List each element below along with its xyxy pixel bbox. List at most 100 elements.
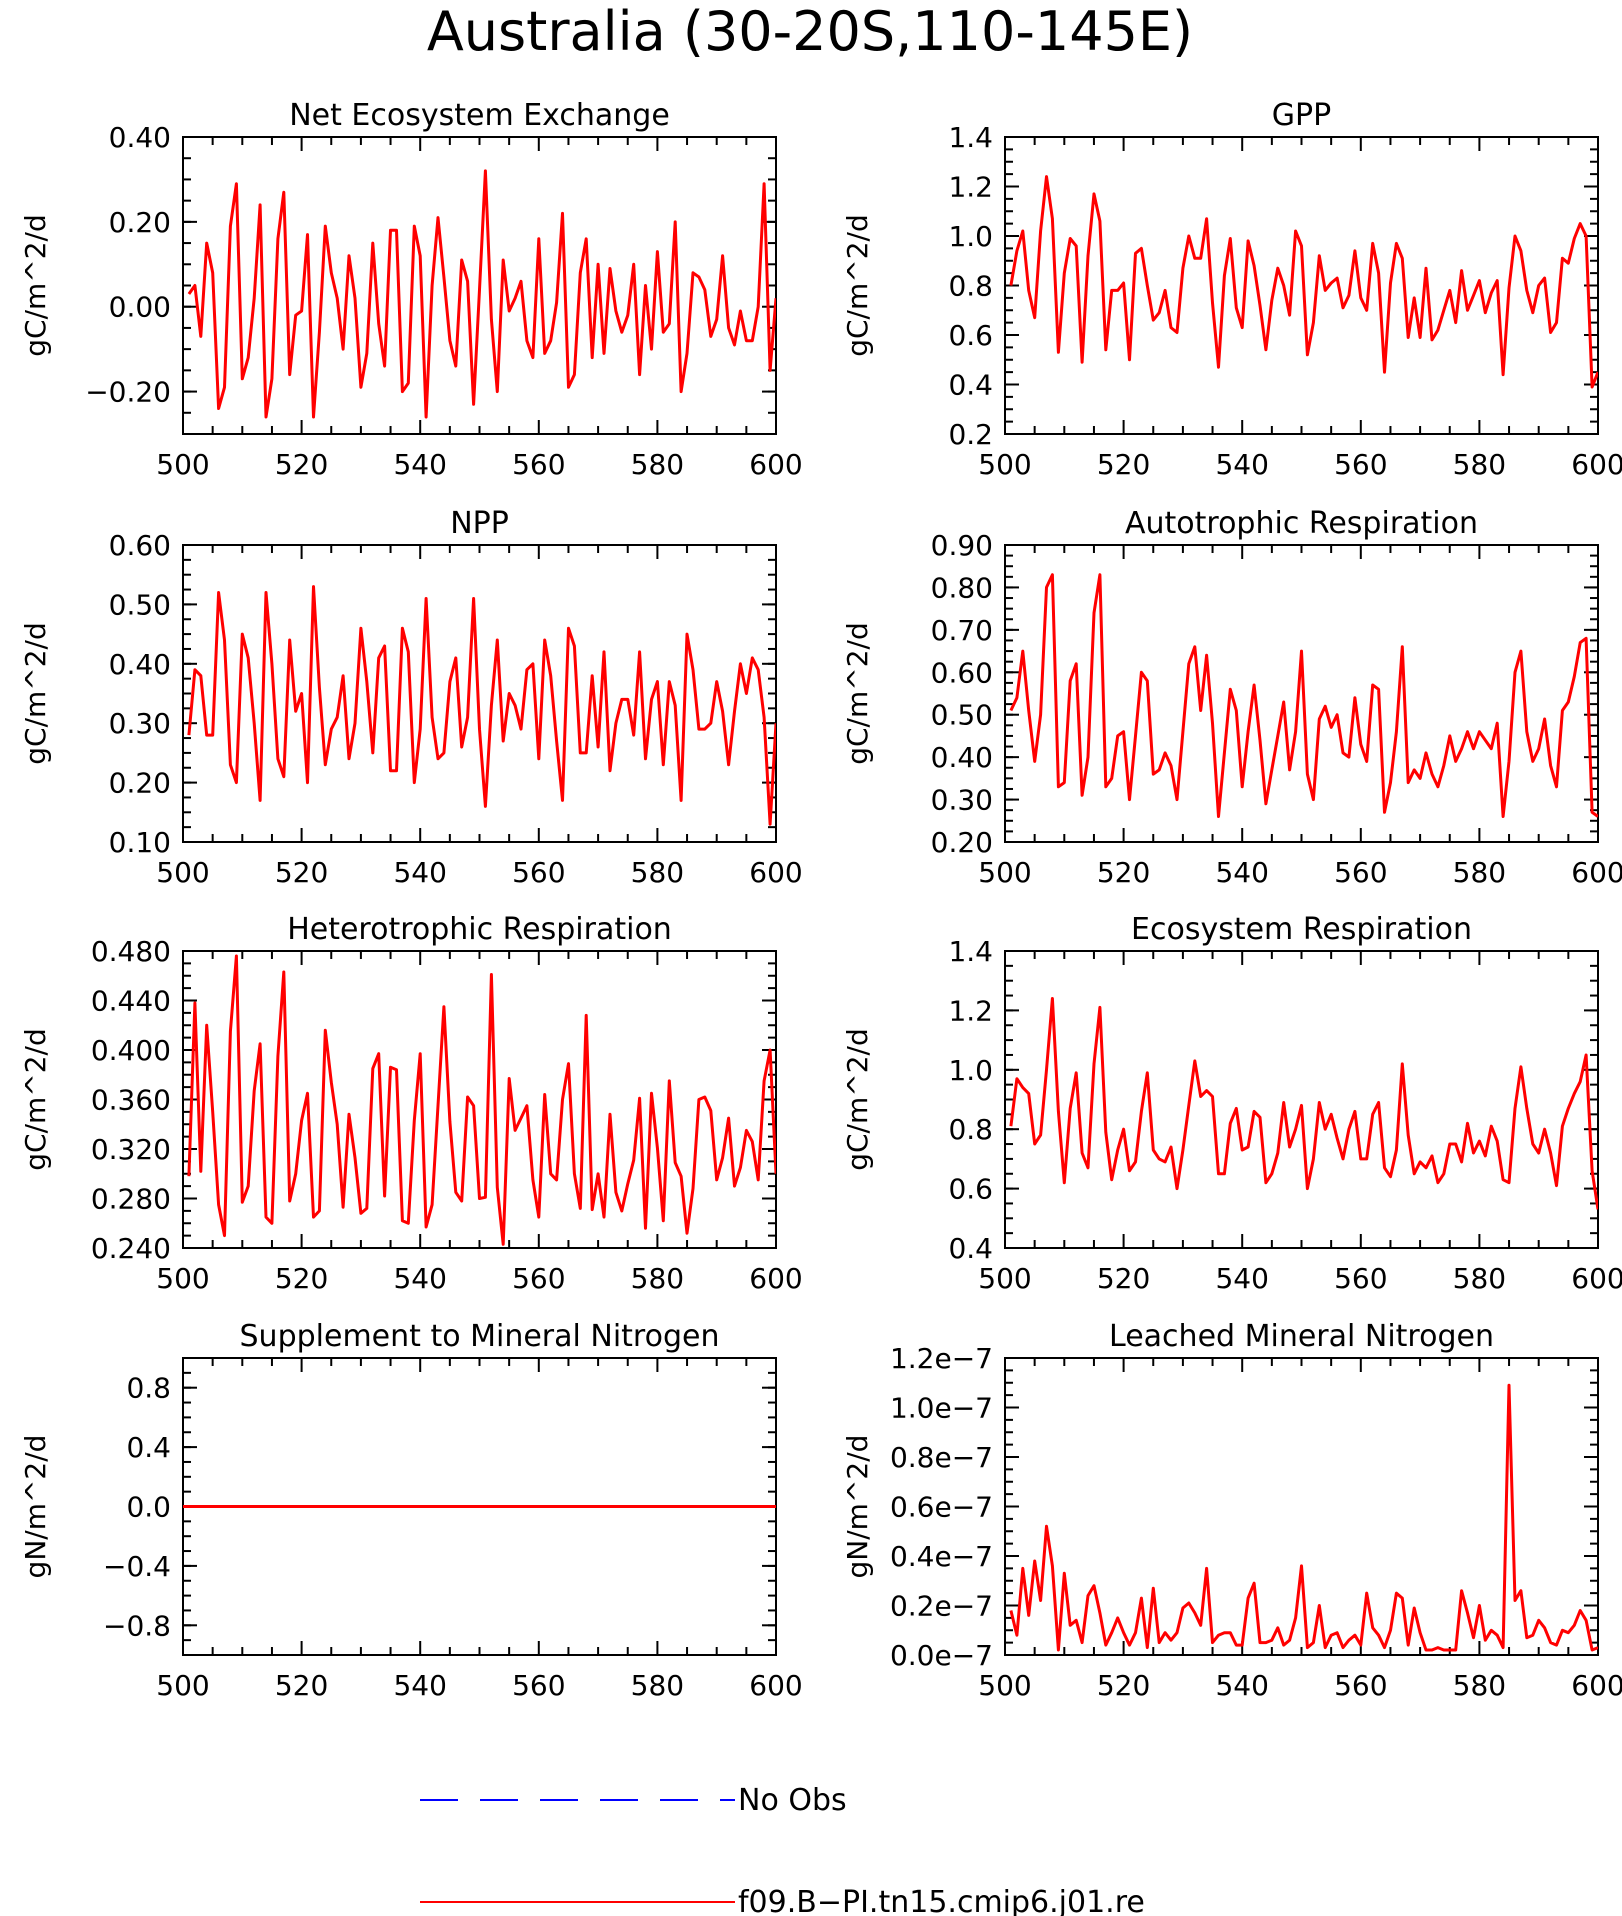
panel-title: Autotrophic Respiration — [1125, 506, 1478, 541]
x-tick-label: 520 — [1097, 448, 1150, 481]
x-tick-label: 540 — [393, 1669, 446, 1702]
x-tick-label: 520 — [275, 448, 328, 481]
y-tick-label: −0.4 — [103, 1550, 171, 1583]
series-line — [1009, 1383, 1598, 1652]
y-axis-label: gC/m^2/d — [19, 214, 52, 357]
chart-panel: Leached Mineral Nitrogen 500 520 540 560 580 6… — [841, 1319, 1622, 1702]
y-tick-label: 0.4e−7 — [890, 1540, 993, 1573]
y-tick-label: 0.30 — [109, 707, 171, 740]
x-tick-label: 560 — [1334, 1262, 1387, 1295]
x-tick-label: 540 — [1215, 1262, 1268, 1295]
chart-panel: NPP 500 520 540 560 580 600 0.10 0.20 0.30 0.40 0.5… — [19, 506, 803, 889]
y-tick-label: 0.0 — [126, 1491, 171, 1524]
x-tick-label: 560 — [512, 1262, 565, 1295]
x-tick-label: 500 — [156, 1262, 209, 1295]
y-axis-label: gC/m^2/d — [841, 1028, 874, 1171]
y-tick-label: 0.8 — [948, 1113, 993, 1146]
y-tick-label: 0.40 — [109, 121, 171, 154]
y-tick-label: 0.40 — [109, 648, 171, 681]
series-line — [187, 585, 776, 826]
x-tick-label: 540 — [1215, 448, 1268, 481]
y-tick-label: 1.0e−7 — [890, 1392, 993, 1425]
y-tick-label: 1.2 — [948, 994, 993, 1027]
series-line — [1009, 573, 1598, 818]
y-tick-label: 0.20 — [931, 826, 993, 859]
y-tick-label: 0.400 — [91, 1034, 171, 1067]
x-tick-label: 540 — [1215, 856, 1268, 889]
y-tick-label: 1.4 — [948, 121, 993, 154]
x-tick-label: 560 — [512, 448, 565, 481]
plot-frame — [182, 544, 777, 843]
figure-title: Australia (30-20S,110-145E) — [427, 0, 1193, 63]
x-tick-label: 580 — [1453, 1262, 1506, 1295]
x-tick-label: 540 — [393, 448, 446, 481]
panel-title: Ecosystem Respiration — [1131, 912, 1472, 947]
x-tick-label: 520 — [1097, 1669, 1150, 1702]
y-axis-label: gC/m^2/d — [19, 622, 52, 765]
plot-frame — [1004, 950, 1599, 1249]
x-tick-label: 580 — [631, 856, 684, 889]
x-tick-label: 520 — [275, 856, 328, 889]
y-tick-label: 0.50 — [109, 588, 171, 621]
y-tick-label: 0.4 — [126, 1431, 171, 1464]
y-tick-label: 1.4 — [948, 935, 993, 968]
y-tick-label: 0.70 — [931, 614, 993, 647]
y-tick-label: 0.8e−7 — [890, 1441, 993, 1474]
y-tick-label: 0.20 — [109, 767, 171, 800]
y-tick-label: 1.0 — [948, 220, 993, 253]
x-tick-label: 540 — [393, 856, 446, 889]
y-tick-label: 0.00 — [109, 291, 171, 324]
x-tick-label: 560 — [512, 1669, 565, 1702]
y-tick-label: 0.2 — [948, 418, 993, 451]
x-tick-label: 580 — [631, 1262, 684, 1295]
panel-title: Heterotrophic Respiration — [287, 912, 672, 947]
x-tick-label: 500 — [156, 448, 209, 481]
y-tick-label: 0.60 — [931, 656, 993, 689]
y-tick-label: 0.2e−7 — [890, 1590, 993, 1623]
x-tick-label: 600 — [749, 1262, 802, 1295]
legend: No Obs f09.B−PI.tn15.cmip6.j01.re — [420, 1783, 1145, 1916]
y-axis-label: gC/m^2/d — [841, 622, 874, 765]
panel-title: GPP — [1272, 98, 1331, 133]
y-tick-label: 0.480 — [91, 935, 171, 968]
y-axis-label: gC/m^2/d — [19, 1028, 52, 1171]
x-tick-label: 560 — [512, 856, 565, 889]
series-line — [1009, 997, 1598, 1210]
y-tick-label: 0.60 — [109, 529, 171, 562]
x-tick-label: 500 — [156, 1669, 209, 1702]
y-tick-label: 0.90 — [931, 529, 993, 562]
x-tick-label: 520 — [1097, 1262, 1150, 1295]
y-tick-label: 0.50 — [931, 699, 993, 732]
x-tick-label: 600 — [1571, 856, 1622, 889]
y-tick-label: 0.440 — [91, 985, 171, 1018]
x-tick-label: 560 — [1334, 1669, 1387, 1702]
x-tick-label: 580 — [1453, 1669, 1506, 1702]
y-tick-label: 1.0 — [948, 1054, 993, 1087]
x-tick-label: 560 — [1334, 448, 1387, 481]
x-tick-label: 580 — [631, 1669, 684, 1702]
y-tick-label: 0.6 — [948, 319, 993, 352]
x-tick-label: 500 — [978, 448, 1031, 481]
y-tick-label: 0.10 — [109, 826, 171, 859]
y-tick-label: 0.8 — [126, 1372, 171, 1405]
x-tick-label: 560 — [1334, 856, 1387, 889]
y-tick-label: 0.6e−7 — [890, 1491, 993, 1524]
x-tick-label: 600 — [1571, 448, 1622, 481]
x-tick-label: 520 — [275, 1262, 328, 1295]
x-tick-label: 500 — [978, 1669, 1031, 1702]
y-axis-label: gN/m^2/d — [19, 1435, 52, 1579]
y-axis-label: gN/m^2/d — [841, 1435, 874, 1579]
chart-panel: Heterotrophic Respiration 500 520 540 560 580… — [19, 912, 803, 1295]
y-tick-label: 0.360 — [91, 1084, 171, 1117]
series-line — [187, 169, 776, 419]
panel-title: Supplement to Mineral Nitrogen — [240, 1319, 720, 1354]
y-tick-label: 0.240 — [91, 1232, 171, 1265]
y-tick-label: 0.30 — [931, 784, 993, 817]
x-tick-label: 500 — [978, 1262, 1031, 1295]
y-tick-label: 1.2 — [948, 171, 993, 204]
panel-title: Leached Mineral Nitrogen — [1109, 1319, 1494, 1354]
chart-panels: Net Ecosystem Exchange 500 520 540 560 580 600… — [19, 98, 1622, 1702]
y-tick-label: 0.320 — [91, 1133, 171, 1166]
chart-panel: Net Ecosystem Exchange 500 520 540 560 580 600… — [19, 98, 803, 481]
